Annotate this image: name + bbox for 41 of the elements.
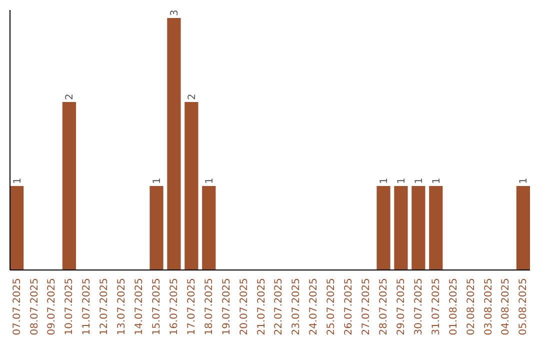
x-tick-label: 29.07.2025 xyxy=(396,278,407,336)
x-tick-label: 14.07.2025 xyxy=(134,278,146,336)
x-tick-label: 15.07.2025 xyxy=(152,278,162,336)
data-label: 1 xyxy=(518,178,530,184)
data-label: 1 xyxy=(396,178,408,184)
x-tick-label: 03.08.2025 xyxy=(483,278,494,336)
x-tick-label: 09.07.2025 xyxy=(46,278,58,336)
data-label: 2 xyxy=(186,94,198,100)
x-tick-label: 21.07.2025 xyxy=(256,278,268,336)
data-label: 3 xyxy=(169,10,180,16)
x-tick-label: 25.07.2025 xyxy=(326,278,338,336)
x-tick-label: 28.07.2025 xyxy=(378,278,390,336)
x-tick-label: 24.07.2025 xyxy=(308,278,320,336)
x-tick-label: 20.07.2025 xyxy=(238,278,250,336)
x-tick-label: 27.07.2025 xyxy=(361,278,372,336)
x-tick-label: 31.07.2025 xyxy=(430,278,442,336)
x-tick-label: 18.07.2025 xyxy=(204,278,215,336)
x-tick-label: 22.07.2025 xyxy=(274,278,285,336)
data-label: 2 xyxy=(64,94,76,100)
x-tick-label: 04.08.2025 xyxy=(500,278,512,336)
x-tick-label: 23.07.2025 xyxy=(291,278,302,336)
x-tick-label: 02.08.2025 xyxy=(466,278,477,336)
x-tick-label: 07.07.2025 xyxy=(12,278,23,336)
x-tick-label: 13.07.2025 xyxy=(116,278,128,336)
data-label: 1 xyxy=(204,178,216,184)
x-tick-label: 05.08.2025 xyxy=(518,278,530,336)
x-tick-label: 11.07.2025 xyxy=(82,278,93,336)
x-tick-label: 19.07.2025 xyxy=(221,278,232,336)
x-tick-label: 16.07.2025 xyxy=(168,278,180,336)
data-label: 1 xyxy=(379,178,390,184)
x-tick-label: 12.07.2025 xyxy=(99,278,110,336)
data-label: 1 xyxy=(431,178,442,184)
x-tick-label: 10.07.2025 xyxy=(64,278,76,336)
x-tick-label: 01.08.2025 xyxy=(448,278,460,336)
x-tick-label: 17.07.2025 xyxy=(186,278,198,336)
x-tick-label: 08.07.2025 xyxy=(29,278,40,336)
x-tick-label: 30.07.2025 xyxy=(413,278,424,336)
data-label: 1 xyxy=(12,178,24,184)
x-tick-label: 26.07.2025 xyxy=(344,278,355,336)
data-label: 1 xyxy=(152,178,163,184)
data-label: 1 xyxy=(414,178,425,184)
